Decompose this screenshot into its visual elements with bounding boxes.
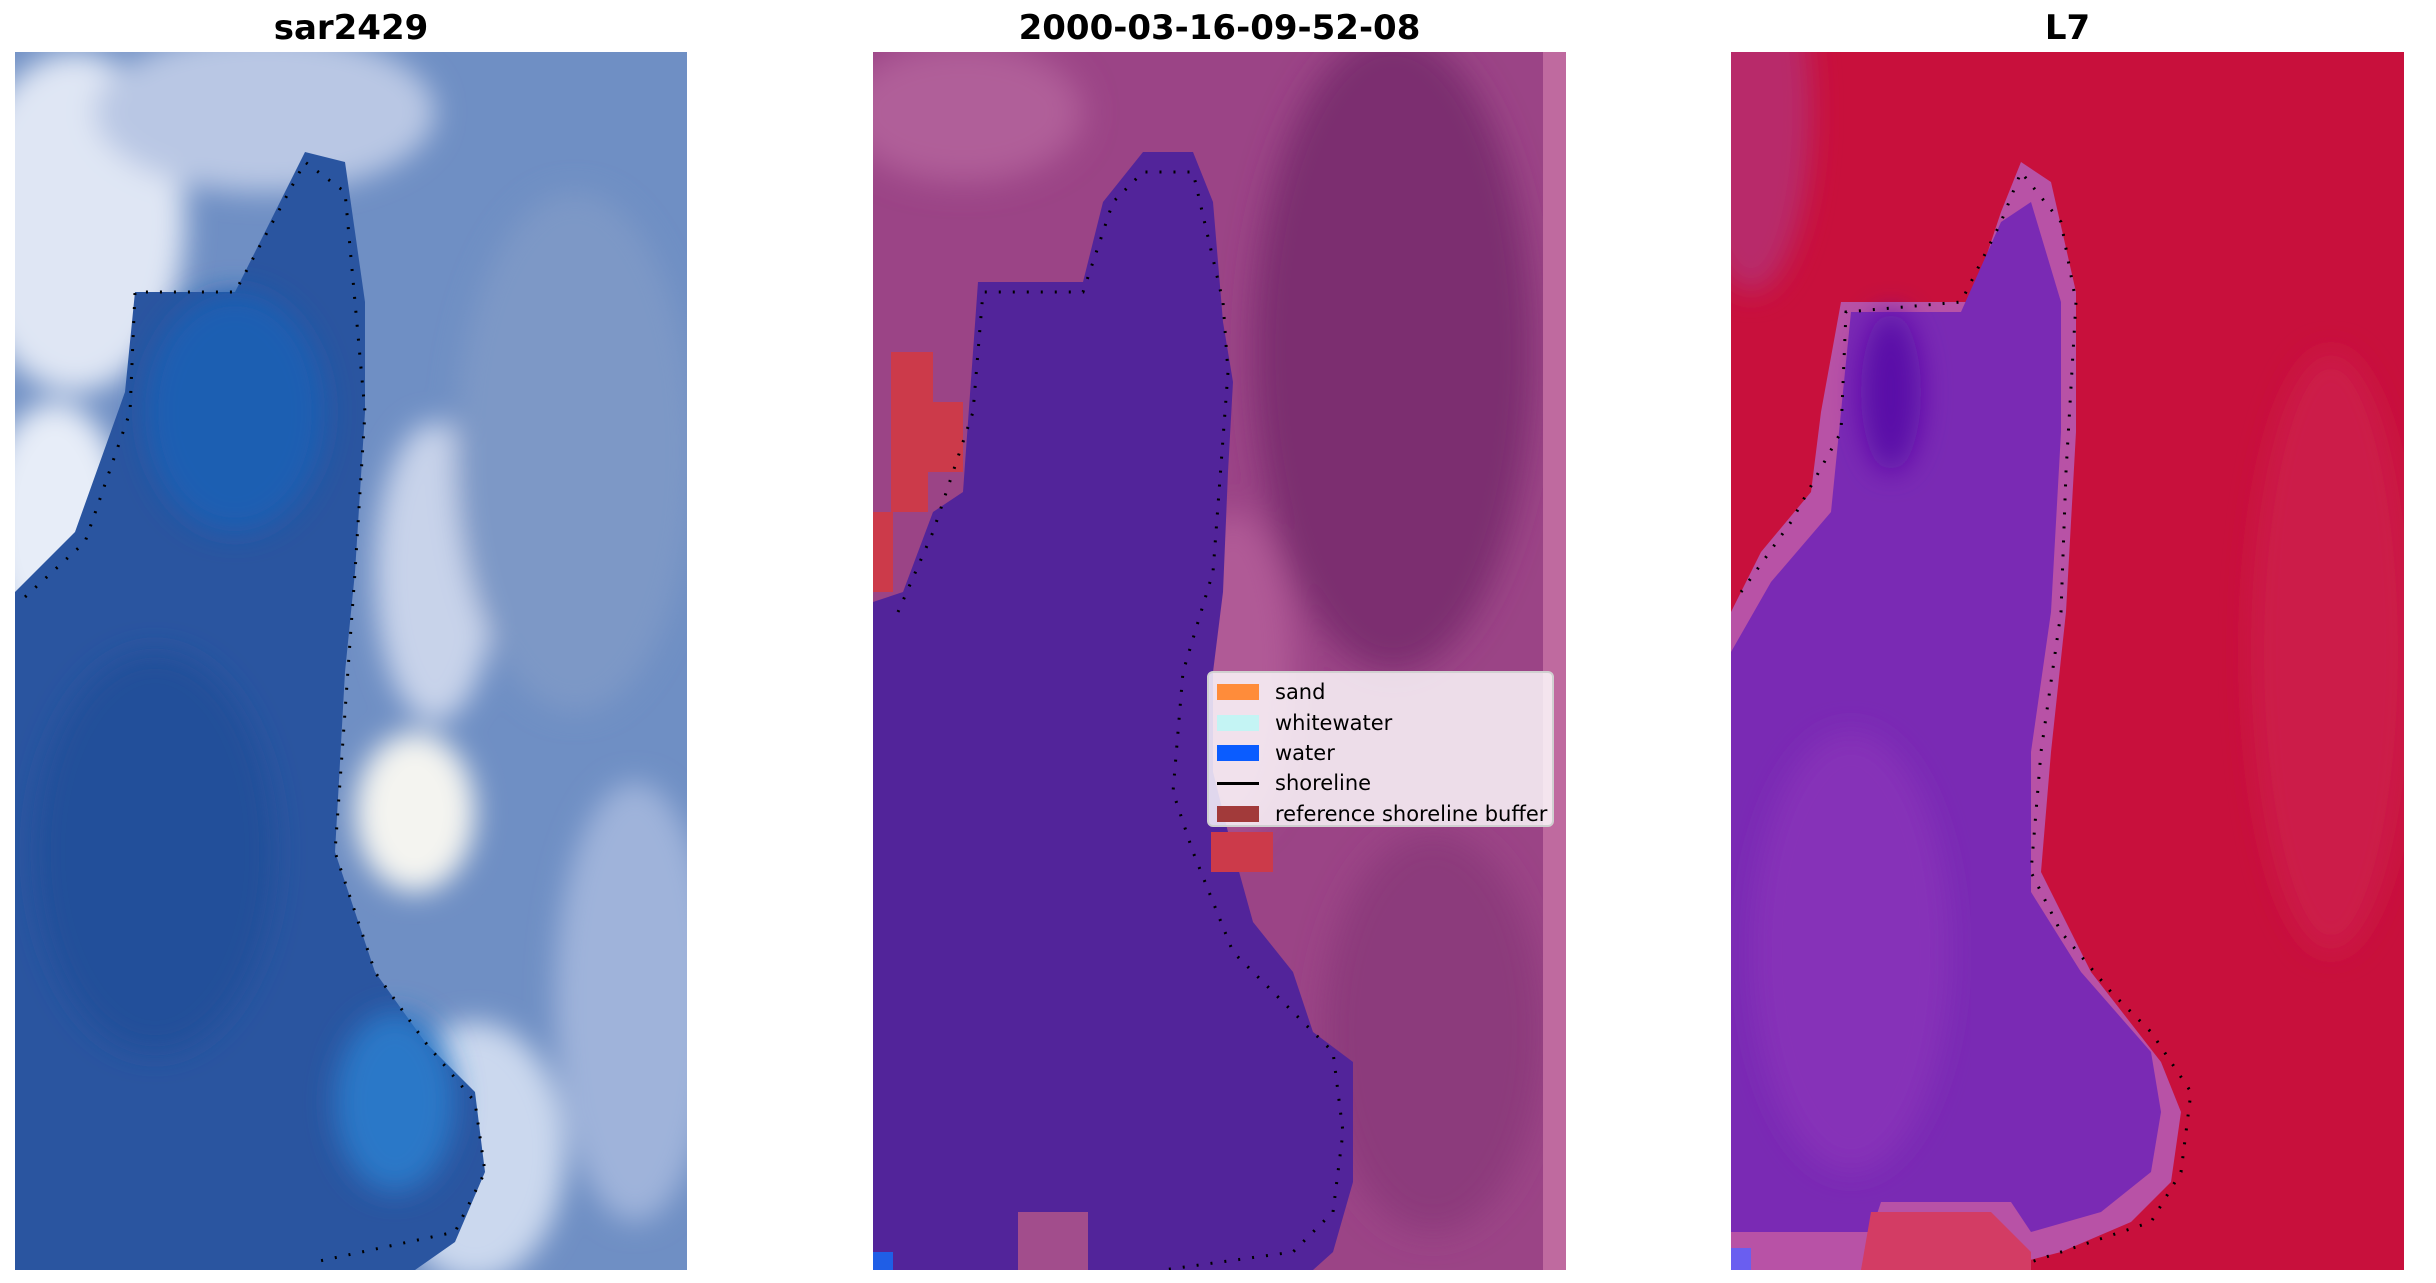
panel-title-classification: 2000-03-16-09-52-08: [1018, 8, 1421, 48]
classification-image: [873, 52, 1566, 1270]
legend-item-sand: sand: [1217, 677, 1552, 707]
classification-image-svg: [873, 52, 1566, 1270]
legend-item-shoreline: shoreline: [1217, 768, 1552, 798]
legend-swatch-water: [1217, 744, 1259, 761]
legend-label-shoreline: shoreline: [1275, 771, 1372, 796]
rgb-image-svg: [15, 52, 687, 1270]
legend-item-reference-shoreline-buffer: reference shoreline buffer: [1217, 799, 1552, 829]
legend-swatch-reference-shoreline-buffer: [1217, 805, 1259, 822]
index-image: [1731, 52, 2404, 1270]
legend-swatch-sand: [1217, 684, 1259, 701]
legend-label-water: water: [1275, 740, 1335, 765]
legend-swatch-whitewater: [1217, 714, 1259, 731]
legend-item-water: water: [1217, 738, 1552, 768]
rgb-image: [15, 52, 687, 1270]
legend-item-whitewater: whitewater: [1217, 707, 1552, 737]
legend-label-whitewater: whitewater: [1275, 710, 1393, 735]
legend-label-sand: sand: [1275, 680, 1326, 705]
panel-title-rgb: sar2429: [273, 8, 429, 48]
index-image-svg: [1731, 52, 2404, 1270]
legend-label-reference-shoreline-buffer: reference shoreline buffer: [1275, 801, 1548, 826]
legend: sand whitewater water shoreline referenc…: [1207, 671, 1554, 827]
legend-line-shoreline: [1217, 775, 1259, 791]
panel-title-index: L7: [2044, 8, 2091, 48]
